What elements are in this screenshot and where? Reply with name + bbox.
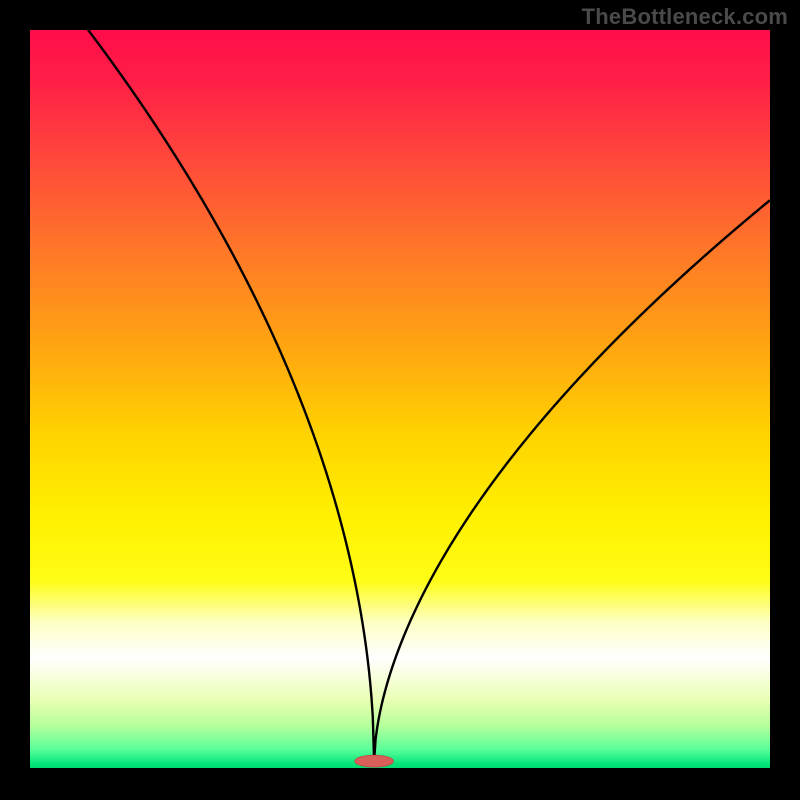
plot-background: [30, 30, 770, 770]
bottleneck-chart: [0, 0, 800, 800]
watermark-text: TheBottleneck.com: [582, 4, 788, 30]
chart-container: TheBottleneck.com: [0, 0, 800, 800]
min-marker: [355, 755, 393, 767]
